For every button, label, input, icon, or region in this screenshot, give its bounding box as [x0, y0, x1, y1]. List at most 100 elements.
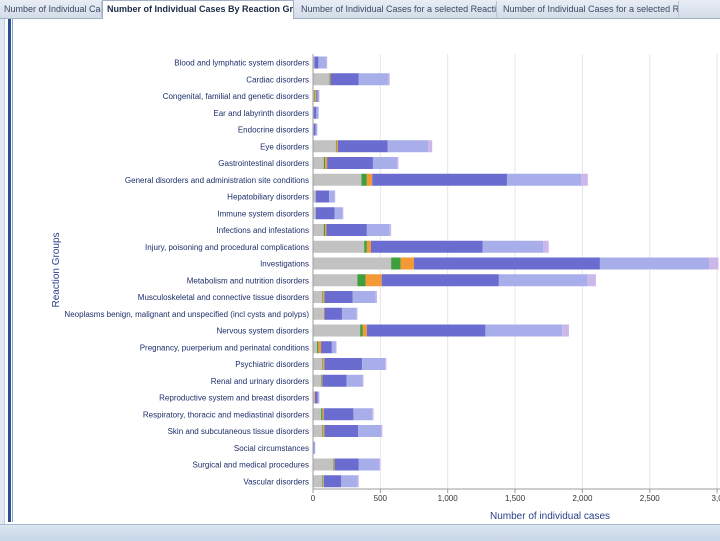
bar-segment-orange — [366, 274, 382, 286]
bar-segment-green — [322, 475, 323, 487]
bar-segment-lavender — [388, 73, 389, 85]
bar-segment-orange — [363, 325, 367, 337]
bar-segment-gray — [313, 140, 336, 152]
bar-segment-blue — [316, 207, 335, 219]
bar-segment-green — [336, 140, 337, 152]
bar-segment-orange — [322, 375, 323, 387]
bar-segment-gray — [313, 341, 317, 353]
bar-segment-lightblue — [318, 57, 326, 69]
bar-segment-blue — [322, 375, 346, 387]
bar-segment-lightblue — [388, 140, 428, 152]
bar-segment-lightblue — [316, 107, 318, 119]
bar-segment-lightblue — [483, 241, 544, 253]
chart-bars — [313, 57, 718, 488]
bar-segment-lavender — [376, 291, 377, 303]
category-label: General disorders and administration sit… — [125, 176, 309, 185]
category-label: Vascular disorders — [243, 477, 309, 486]
category-label: Nervous system disorders — [217, 327, 309, 336]
bar-segment-orange — [330, 73, 331, 85]
bar-segment-green — [360, 325, 363, 337]
x-axis-title: Number of individual cases — [490, 511, 610, 522]
category-label: Congenital, familial and genetic disorde… — [163, 92, 309, 101]
category-label: Injury, poisoning and procedural complic… — [145, 243, 309, 252]
bar-segment-orange — [367, 174, 372, 186]
bar-segment-blue — [324, 408, 354, 420]
bar-segment-green — [317, 341, 318, 353]
bar-segment-blue — [316, 90, 317, 102]
bar-segment-lavender — [562, 325, 569, 337]
bar-segment-lavender — [428, 140, 432, 152]
bar-segment-green — [357, 274, 365, 286]
category-label: Musculoskeletal and connective tissue di… — [138, 293, 309, 302]
bar-segment-orange — [337, 140, 338, 152]
bar-segment-lightblue — [600, 258, 709, 270]
bar-segment-orange — [314, 392, 315, 404]
bar-segment-lightblue — [359, 73, 389, 85]
bar-segment-lightblue — [318, 392, 319, 404]
bar-segment-gray — [313, 308, 324, 320]
bar-segment-green — [364, 241, 367, 253]
bar-segment-lightblue — [329, 191, 334, 203]
x-tick-label: 3,0 — [712, 494, 720, 503]
bar-segment-lavender — [336, 341, 337, 353]
bar-segment-lavender — [326, 57, 327, 69]
bar-segment-green — [322, 425, 323, 437]
category-label: Endocrine disorders — [238, 126, 309, 135]
bar-segment-lightblue — [507, 174, 581, 186]
y-axis-title: Reaction Groups — [51, 232, 62, 307]
bar-segment-orange — [323, 291, 324, 303]
category-label: Psychiatric disorders — [235, 360, 309, 369]
bar-segment-green — [321, 375, 322, 387]
bar-segment-lightblue — [341, 475, 357, 487]
bar-segment-blue — [314, 107, 317, 119]
category-label: Cardiac disorders — [246, 75, 309, 84]
bar-segment-gray — [313, 375, 321, 387]
bar-segment-lightblue — [353, 408, 372, 420]
bar-segment-blue — [324, 425, 358, 437]
bar-segment-green — [314, 90, 315, 102]
bar-segment-orange — [318, 341, 321, 353]
bar-segment-lavender — [385, 358, 386, 370]
category-label: Gastrointestinal disorders — [218, 159, 309, 168]
bar-segment-gray — [313, 358, 322, 370]
bar-segment-lightblue — [335, 207, 343, 219]
bar-segment-lightblue — [332, 341, 336, 353]
bar-segment-blue — [321, 341, 332, 353]
bar-segment-lightblue — [367, 224, 390, 236]
bottom-bar — [0, 524, 720, 541]
bar-segment-green — [321, 408, 322, 420]
bar-segment-lavender — [357, 308, 358, 320]
bar-segment-blue — [314, 124, 316, 136]
category-label: Surgical and medical procedures — [192, 461, 309, 470]
bar-segment-lightblue — [373, 157, 397, 169]
bar-segment-lavender — [343, 207, 344, 219]
bar-segment-gray — [313, 425, 322, 437]
bar-segment-lavender — [709, 258, 718, 270]
bar-segment-green — [324, 157, 325, 169]
bar-segment-gray — [313, 174, 361, 186]
bar-segment-lightblue — [353, 291, 376, 303]
bar-segment-lightblue — [485, 325, 562, 337]
bar-segment-gray — [313, 291, 322, 303]
bar-segment-green — [322, 291, 323, 303]
bar-segment-green — [324, 224, 325, 236]
bar-segment-gray — [313, 274, 357, 286]
category-label: Blood and lymphatic system disorders — [174, 59, 309, 68]
bar-segment-lightblue — [358, 425, 381, 437]
bar-segment-orange — [401, 258, 414, 270]
bar-segment-orange — [367, 241, 371, 253]
category-label: Ear and labyrinth disorders — [213, 109, 309, 118]
bar-segment-gray — [313, 241, 364, 253]
bar-segment-lavender — [372, 408, 373, 420]
bar-segment-blue — [338, 140, 388, 152]
bar-segment-blue — [326, 224, 366, 236]
bar-segment-lavender — [543, 241, 548, 253]
category-label: Hepatobiliary disorders — [227, 193, 309, 202]
bar-segment-green — [333, 459, 334, 471]
bar-segment-orange — [334, 459, 335, 471]
bar-segment-blue — [327, 157, 373, 169]
bar-segment-orange — [323, 425, 324, 437]
bar-segment-lightblue — [316, 124, 317, 136]
x-tick-label: 0 — [311, 494, 316, 503]
